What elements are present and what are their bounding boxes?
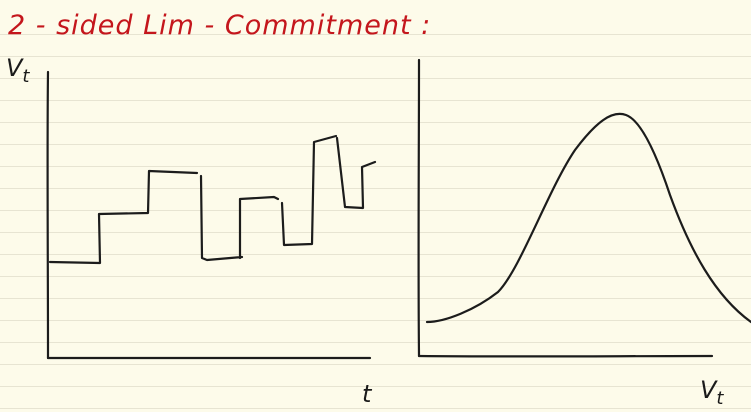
left-y-axis-label-subscript: t [22,66,30,87]
distribution-curve [425,112,751,324]
right-x-axis-label-subscript: t [716,388,724,409]
page-title: 2 - sided Lim - Commitment : [8,10,431,41]
left-x-axis-label: t [362,380,373,408]
left-y-axis-label: Vt [6,54,30,87]
left-y-axis-label-main: V [6,54,24,82]
step-process-line [48,134,377,265]
right-x-axis-label-main: V [700,376,718,404]
right-x-axis-label: Vt [700,376,724,409]
